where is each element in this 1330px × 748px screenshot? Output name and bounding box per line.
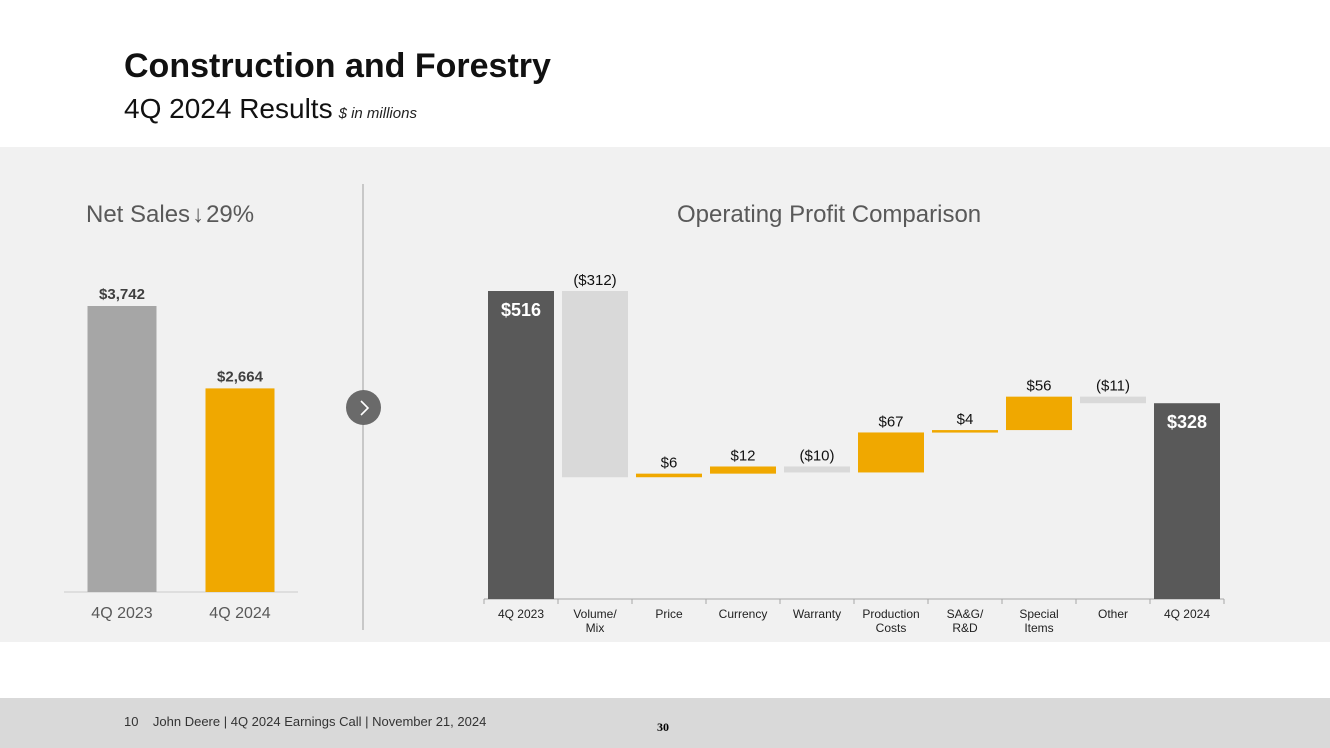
waterfall-bar: [710, 466, 776, 474]
net-sales-label: Net Sales: [86, 201, 191, 228]
waterfall-bar: [1154, 403, 1220, 599]
waterfall-category-label: Volume/Mix: [573, 607, 617, 635]
category-label-line: SA&G/: [947, 607, 984, 621]
net-sales-value-label: $2,664: [217, 368, 264, 385]
category-label-line: 4Q 2023: [498, 607, 544, 621]
down-arrow-icon: ↓: [192, 201, 205, 228]
waterfall-value-label: ($11): [1096, 378, 1130, 395]
net-sales-title: Net Sales↓29%: [86, 201, 254, 229]
waterfall-bar: [932, 430, 998, 433]
waterfall-bar: [784, 466, 850, 473]
units-note: $ in millions: [338, 105, 417, 122]
waterfall-value-label: $56: [1026, 378, 1051, 395]
category-label-line: Special: [1019, 607, 1058, 621]
net-sales-change: 29%: [206, 201, 255, 228]
waterfall-value-label: ($312): [573, 272, 616, 289]
net-sales-bar: [205, 388, 275, 592]
category-label-line: 4Q 2024: [1164, 607, 1210, 621]
category-label-line: Production: [862, 607, 919, 621]
waterfall-bar: [636, 473, 702, 478]
category-label-line: Other: [1098, 607, 1128, 621]
next-arrow-button[interactable]: [346, 390, 381, 425]
footer-bar: [0, 698, 1330, 748]
category-label-line: Currency: [719, 607, 768, 621]
category-label-line: Mix: [586, 621, 605, 635]
waterfall-value-label: $516: [501, 300, 541, 320]
waterfall-category-label: Other: [1098, 607, 1128, 621]
operating-profit-chart: $516 4Q 2023 ($312) Volume/Mix $6 Price $12 Cur…: [483, 272, 1225, 635]
category-label-line: Volume/: [573, 607, 617, 621]
waterfall-bar: [858, 432, 924, 473]
waterfall-value-label: ($10): [799, 447, 834, 464]
slide-title: Construction and Forestry: [124, 47, 551, 85]
waterfall-category-label: Price: [655, 607, 683, 621]
category-label-line: R&D: [952, 621, 978, 635]
net-sales-value-label: $3,742: [99, 286, 145, 303]
waterfall-bar: [562, 291, 628, 478]
waterfall-bar: [488, 291, 554, 599]
waterfall-category-label: Warranty: [793, 607, 841, 621]
waterfall-category-label: Currency: [719, 607, 768, 621]
waterfall-value-label: $328: [1167, 412, 1207, 432]
page-number: 30: [657, 720, 669, 734]
subtitle-text: 4Q 2024 Results: [124, 93, 333, 124]
category-label-line: Warranty: [793, 607, 841, 621]
waterfall-category-label: SA&G/R&D: [947, 607, 984, 635]
waterfall-category-label: 4Q 2024: [1164, 607, 1210, 621]
slide-subtitle: 4Q 2024 Results $ in millions: [124, 93, 417, 125]
waterfall-value-label: $4: [957, 411, 974, 428]
waterfall-category-label: Production Costs: [862, 607, 919, 635]
operating-profit-title: Operating Profit Comparison: [677, 201, 982, 228]
category-label-line: Price: [655, 607, 683, 621]
waterfall-value-label: $12: [730, 447, 755, 464]
waterfall-value-label: $6: [661, 455, 678, 472]
chevron-right-icon: [359, 399, 369, 416]
waterfall-value-label: $67: [878, 413, 903, 430]
net-sales-category-label: 4Q 2024: [209, 605, 270, 622]
net-sales-chart: $3,742 4Q 2023 $2,664 4Q 2024: [64, 286, 298, 622]
waterfall-bar: [1006, 396, 1072, 431]
footer-text: 10 John Deere | 4Q 2024 Earnings Call | …: [124, 714, 487, 729]
waterfall-category-label: 4Q 2023: [498, 607, 544, 621]
category-label-line: Costs: [876, 621, 907, 635]
net-sales-category-label: 4Q 2023: [91, 605, 152, 622]
waterfall-category-label: Special Items: [1019, 607, 1058, 635]
net-sales-bar: [87, 306, 157, 592]
category-label-line: Items: [1024, 621, 1053, 635]
waterfall-bar: [1080, 396, 1146, 404]
